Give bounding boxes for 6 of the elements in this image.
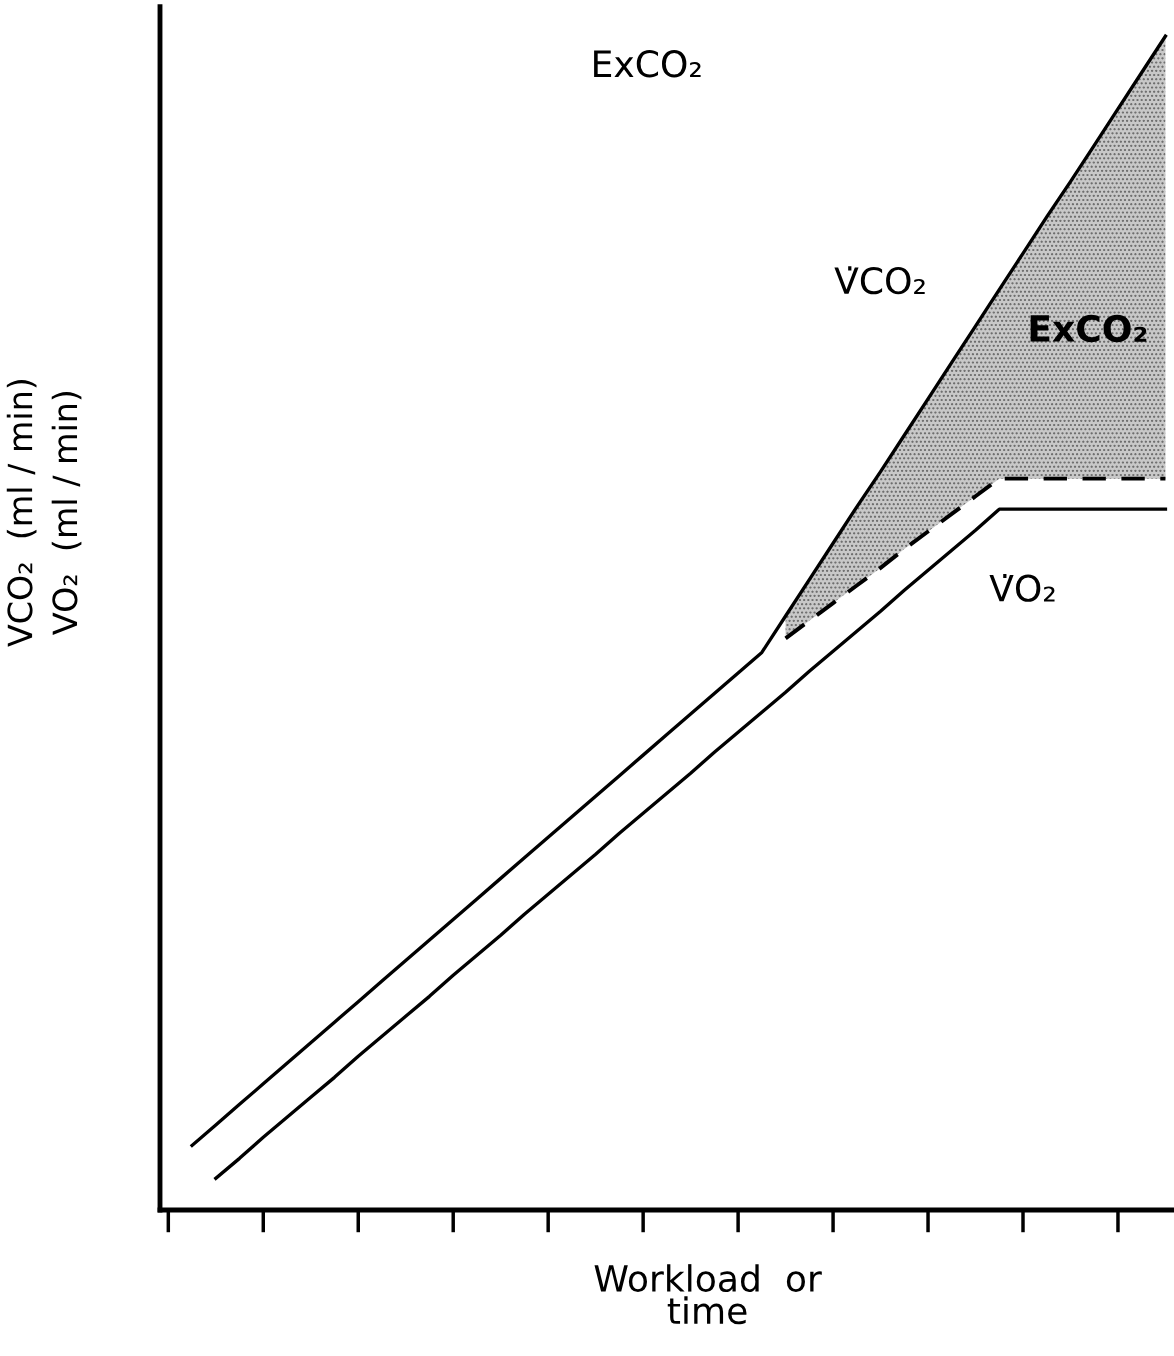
x-axis-title: Workload or time bbox=[594, 1264, 822, 1325]
annotation: ExCO₂ bbox=[1030, 314, 1147, 343]
y-axis-title: VCO₂ (ml / min) VO₂ (ml / min) bbox=[6, 380, 82, 647]
series-label: V̇O₂ bbox=[989, 573, 1055, 602]
series-label: V̇CO₂ bbox=[834, 266, 925, 295]
annotation: ExCO₂ bbox=[594, 50, 701, 78]
